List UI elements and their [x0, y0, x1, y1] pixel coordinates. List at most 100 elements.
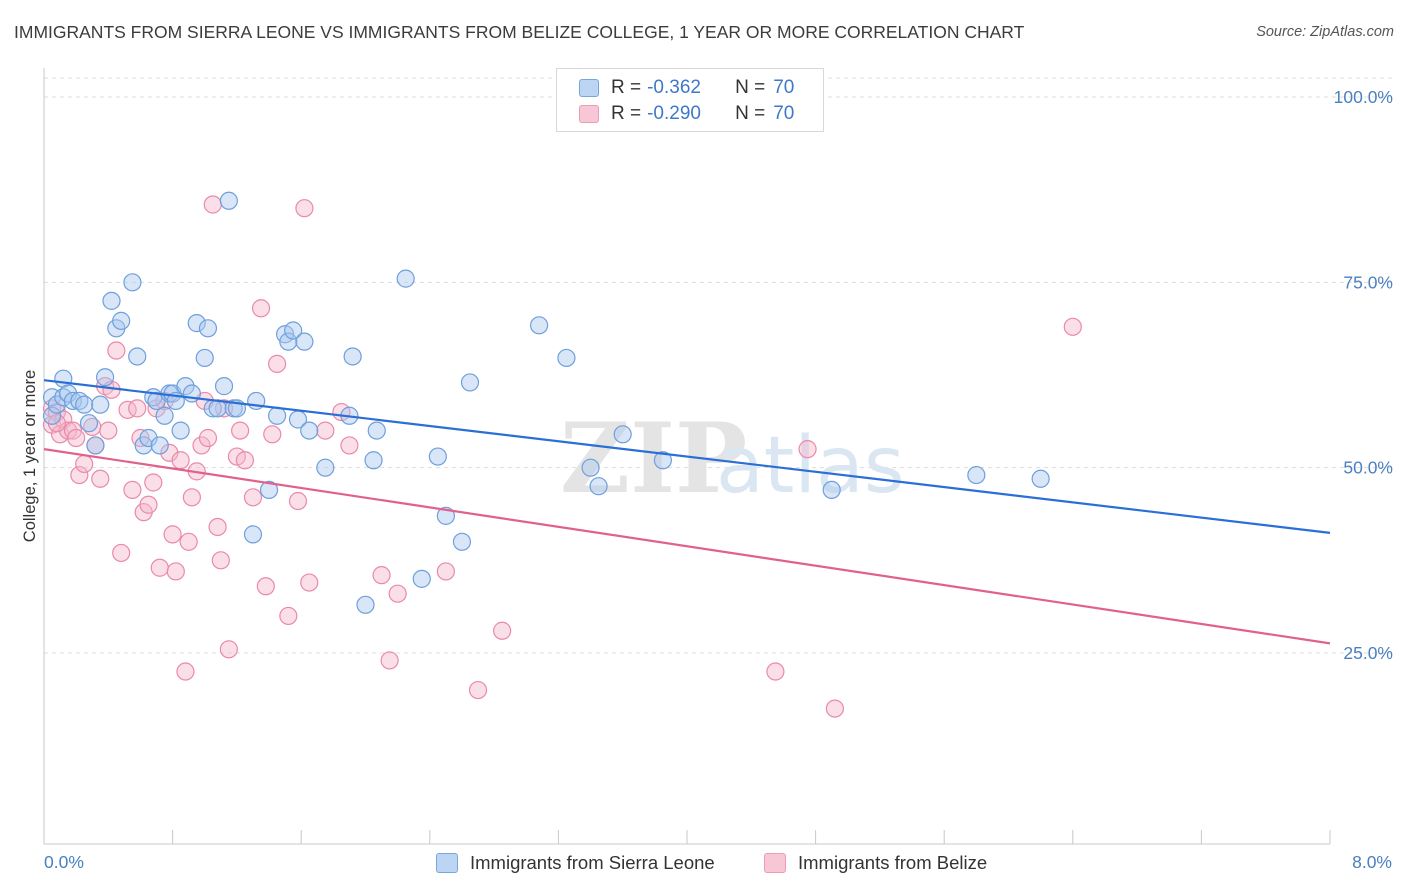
- point-sierra-leone: [128, 347, 147, 366]
- point-belize: [316, 421, 335, 440]
- point-belize: [211, 551, 230, 570]
- series-sierra-leone-points: [42, 191, 1050, 614]
- point-sierra-leone: [102, 291, 121, 310]
- point-belize: [203, 195, 222, 214]
- x-tick-label: 8.0%: [1352, 852, 1392, 872]
- legend-label-belize: Immigrants from Belize: [798, 852, 988, 873]
- legend-swatch-pink: [764, 853, 786, 873]
- y-axis-label: College, 1 year or more: [21, 370, 39, 542]
- y-tick-label: 25.0%: [1343, 643, 1393, 663]
- point-sierra-leone: [187, 314, 206, 333]
- point-belize: [144, 473, 163, 492]
- point-sierra-leone: [1031, 469, 1050, 488]
- legend-r-value: -0.362: [647, 77, 701, 98]
- point-sierra-leone: [436, 506, 455, 525]
- watermark-atlas: atlas: [716, 421, 905, 511]
- legend-item-sierra-leone: Immigrants from Sierra Leone: [436, 852, 715, 874]
- grid-lines: [44, 77, 1392, 654]
- tick-labels: 25.0% 50.0% 75.0% 100.0% 0.0% 8.0%: [44, 87, 1393, 872]
- point-sierra-leone: [150, 436, 169, 455]
- point-belize: [300, 573, 319, 592]
- point-belize: [91, 469, 110, 488]
- series-legend: Immigrants from Sierra Leone Immigrants …: [0, 852, 1406, 878]
- point-sierra-leone: [195, 348, 214, 368]
- point-belize: [160, 443, 179, 462]
- point-belize: [99, 421, 118, 440]
- series-belize-points: [42, 195, 1082, 718]
- point-belize: [436, 562, 455, 581]
- point-sierra-leone: [279, 332, 298, 351]
- point-sierra-leone: [219, 191, 238, 210]
- point-belize: [288, 491, 308, 511]
- point-sierra-leone: [557, 348, 576, 368]
- y-tick-label: 50.0%: [1343, 458, 1393, 478]
- point-belize: [340, 436, 359, 455]
- point-belize: [166, 562, 185, 581]
- point-belize: [243, 488, 263, 507]
- point-belize: [251, 299, 271, 318]
- point-belize: [163, 525, 182, 544]
- point-belize: [825, 699, 844, 718]
- trend-lines: [43, 379, 1331, 645]
- legend-row-sierra-leone: R = -0.362 N = 70: [579, 77, 794, 99]
- point-sierra-leone: [356, 595, 375, 614]
- point-belize: [112, 543, 131, 563]
- point-sierra-leone: [295, 332, 314, 351]
- point-sierra-leone: [822, 480, 841, 500]
- point-belize: [798, 440, 817, 459]
- watermark: ZIP atlas: [560, 402, 905, 515]
- point-sierra-leone: [267, 406, 287, 425]
- point-sierra-leone: [530, 316, 549, 335]
- point-belize: [219, 640, 238, 659]
- point-sierra-leone: [112, 311, 131, 330]
- point-sierra-leone: [214, 377, 234, 396]
- point-belize: [70, 465, 89, 485]
- point-sierra-leone: [284, 321, 303, 340]
- point-sierra-leone: [581, 458, 600, 477]
- chart-title: IMMIGRANTS FROM SIERRA LEONE VS IMMIGRAN…: [14, 22, 1025, 42]
- legend-n-label: N =: [735, 103, 766, 124]
- point-sierra-leone: [171, 421, 190, 440]
- point-belize: [182, 488, 201, 507]
- point-sierra-leone: [396, 269, 415, 288]
- point-belize: [766, 662, 785, 681]
- point-belize: [493, 621, 512, 640]
- point-belize: [468, 680, 488, 700]
- point-belize: [150, 558, 169, 577]
- axes: [43, 68, 1331, 845]
- point-belize: [372, 566, 391, 585]
- point-belize: [192, 436, 211, 455]
- point-sierra-leone: [343, 347, 362, 366]
- legend-row-belize: R = -0.290 N = 70: [579, 103, 794, 125]
- point-sierra-leone: [367, 421, 386, 440]
- point-sierra-leone: [139, 428, 158, 448]
- stats-legend: R = -0.362 N = 70 R = -0.290 N = 70: [556, 68, 824, 132]
- point-sierra-leone: [452, 532, 472, 551]
- y-tick-label: 75.0%: [1343, 272, 1393, 292]
- trend-line-belize: [43, 448, 1331, 645]
- point-belize: [176, 662, 195, 681]
- x-tick-label: 0.0%: [44, 852, 84, 872]
- legend-label-sierra-leone: Immigrants from Sierra Leone: [470, 852, 715, 873]
- point-belize: [380, 651, 399, 670]
- point-belize: [263, 425, 282, 444]
- point-belize: [1063, 317, 1082, 336]
- point-belize: [75, 454, 94, 474]
- point-belize: [118, 400, 137, 419]
- point-sierra-leone: [364, 451, 383, 470]
- legend-swatch-blue: [579, 79, 599, 97]
- point-sierra-leone: [95, 368, 115, 387]
- point-sierra-leone: [613, 425, 632, 444]
- point-sierra-leone: [63, 391, 83, 411]
- point-belize: [179, 532, 198, 551]
- point-sierra-leone: [198, 319, 218, 338]
- legend-r-value: -0.290: [647, 103, 701, 124]
- legend-swatch-pink: [579, 105, 599, 123]
- point-sierra-leone: [316, 458, 335, 477]
- legend-r-label: R =: [611, 77, 642, 98]
- point-sierra-leone: [123, 273, 142, 292]
- legend-swatch-blue: [436, 853, 458, 873]
- point-belize: [279, 606, 298, 626]
- point-belize: [123, 480, 142, 500]
